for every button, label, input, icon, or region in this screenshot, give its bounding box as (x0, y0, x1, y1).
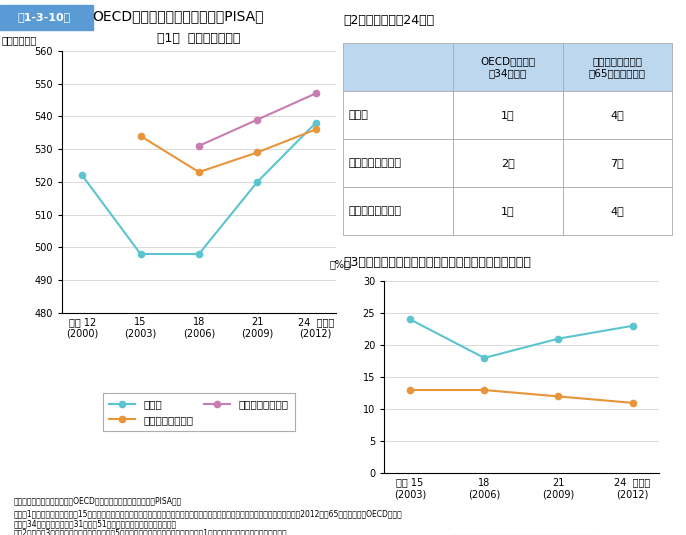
Text: （出典）経済協力開発機構（OECD）「生徒の学習到達度調査（PISA）」: （出典）経済協力開発機構（OECD）「生徒の学習到達度調査（PISA）」 (14, 496, 182, 506)
Text: （平均得点）: （平均得点） (1, 36, 36, 45)
Text: OECD生徒の学習到達度調査（PISA）: OECD生徒の学習到達度調査（PISA） (93, 10, 264, 24)
Text: （3）成績上位層と下位層の変化（数学的リテラシー）: （3）成績上位層と下位層の変化（数学的リテラシー） (343, 256, 531, 269)
Legend: 読解力, 数学的リテラシー, 科学的リテラシー: 読解力, 数学的リテラシー, 科学的リテラシー (103, 393, 295, 431)
Text: （注）1．義務教育修了段階の15歳児が持っている知識や技能を，実生活の様々な場面でどれだけ活用できるかをみる学習到達度調査。2012年は65か国・地域（OECD: （注）1．義務教育修了段階の15歳児が持っている知識や技能を，実生活の様々な場面… (14, 509, 403, 529)
Text: （%）: （%） (329, 259, 350, 269)
Text: 2．上記（3）のグラフでは，習熟度レベル5以上の割合を「上位層」，同じくレベル1以下の割合を「下位層」としている。: 2．上記（3）のグラフでは，習熟度レベル5以上の割合を「上位層」，同じくレベル1… (14, 529, 287, 535)
Text: 第1-3-10図: 第1-3-10図 (18, 12, 71, 22)
Text: （2）順位（平成24年）: （2）順位（平成24年） (343, 14, 434, 27)
FancyBboxPatch shape (0, 5, 93, 30)
Title: （1）  平均得点の推移: （1） 平均得点の推移 (157, 33, 241, 45)
